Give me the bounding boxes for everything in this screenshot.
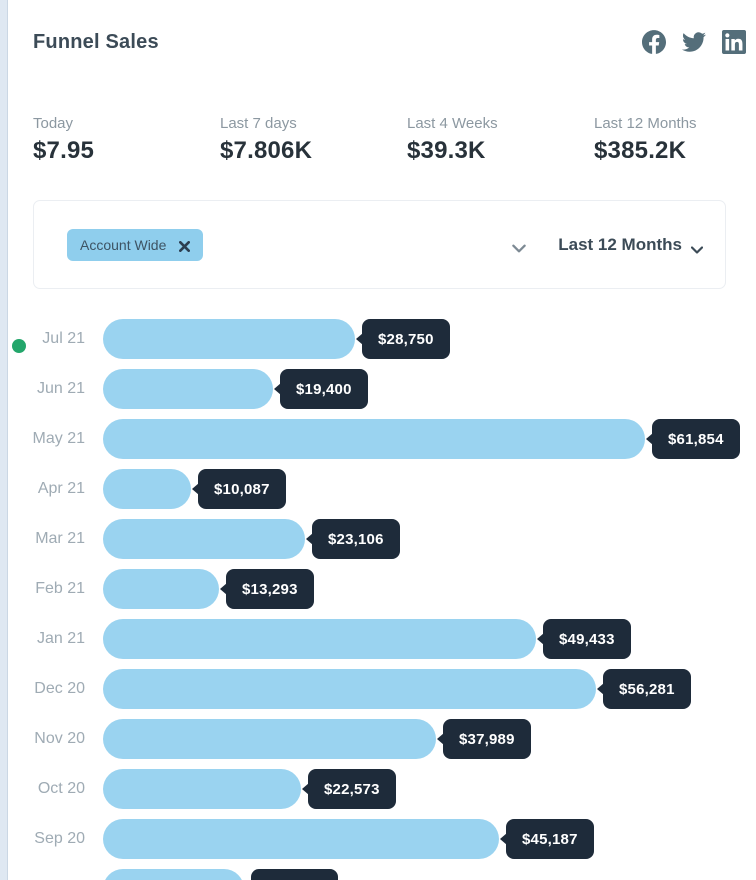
chart-row: Jul 21 $28,750 <box>8 314 756 364</box>
chart-row: Dec 20 $56,281 <box>8 664 756 714</box>
chart-row: Jun 21 $19,400 <box>8 364 756 414</box>
chart-row: Mar 21 $23,106 <box>8 514 756 564</box>
stat-label: Last 7 days <box>220 115 297 132</box>
stat-value: $7.95 <box>33 137 95 164</box>
bar[interactable] <box>103 369 273 409</box>
month-label: Oct 20 <box>37 780 85 797</box>
status-dot-icon <box>12 339 26 353</box>
month-label: Sep 20 <box>34 830 85 847</box>
value-tooltip: $28,750 <box>362 319 450 359</box>
chart-row: Apr 21 $10,087 <box>8 464 756 514</box>
month-label: Apr 21 <box>37 480 85 497</box>
period-selector-value: Last 12 Months <box>558 234 682 254</box>
value-tooltip <box>251 869 338 880</box>
chart-row: Jan 21 $49,433 <box>8 614 756 664</box>
month-label: May 21 <box>32 430 85 447</box>
chart-row: May 21 $61,854 <box>8 414 756 464</box>
month-label: Jun 21 <box>36 380 85 397</box>
filter-chip-account-wide[interactable]: Account Wide <box>67 228 204 261</box>
bar[interactable] <box>103 419 645 459</box>
period-selector[interactable]: Last 12 Months <box>558 234 704 255</box>
chart-row: Sep 20 $45,187 <box>8 814 756 864</box>
value-tooltip: $13,293 <box>226 569 314 609</box>
stat-label: Last 12 Months <box>594 115 697 132</box>
stat-label: Today <box>33 115 74 132</box>
value-tooltip: $61,854 <box>652 419 740 459</box>
bar[interactable] <box>103 719 436 759</box>
month-label: Jan 21 <box>36 630 85 647</box>
chevron-down-icon[interactable] <box>512 240 526 253</box>
chart: Jul 21 $28,750 Jun 21 $19,400 May 21 $61,854 A… <box>8 314 756 880</box>
bar[interactable] <box>103 569 219 609</box>
month-label: Jul 21 <box>42 330 85 347</box>
x-icon[interactable] <box>179 239 191 252</box>
stats-row: Today $7.95 Last 7 days $7.806K Last 4 W… <box>33 115 756 165</box>
stat-last-7-days: Last 7 days $7.806K <box>220 115 407 165</box>
facebook-icon[interactable] <box>642 30 666 54</box>
linkedin-icon[interactable] <box>722 30 746 54</box>
card-header: Funnel Sales <box>33 30 746 54</box>
value-tooltip: $56,281 <box>603 669 691 709</box>
twitter-icon[interactable] <box>682 30 706 54</box>
chevron-down-icon <box>690 241 704 254</box>
chart-row-partial <box>8 864 756 880</box>
stat-value: $39.3K <box>407 137 486 164</box>
value-tooltip: $22,573 <box>308 769 396 809</box>
month-label: Mar 21 <box>35 530 85 547</box>
stat-value: $7.806K <box>220 137 313 164</box>
stat-value: $385.2K <box>594 137 687 164</box>
funnel-sales-card: Funnel Sales Today $7.95 Last 7 days $7.… <box>8 0 756 880</box>
page-title: Funnel Sales <box>33 30 159 53</box>
stat-last-12-months: Last 12 Months $385.2K <box>594 115 756 165</box>
social-icons <box>642 30 746 54</box>
value-tooltip: $10,087 <box>198 469 286 509</box>
bar[interactable] <box>103 319 355 359</box>
chart-row: Oct 20 $22,573 <box>8 764 756 814</box>
value-tooltip: $49,433 <box>543 619 631 659</box>
bar[interactable] <box>103 519 305 559</box>
bar[interactable] <box>103 869 244 880</box>
value-tooltip: $19,400 <box>280 369 368 409</box>
chart-row: Nov 20 $37,989 <box>8 714 756 764</box>
month-label: Dec 20 <box>34 680 85 697</box>
filter-bar: Account Wide Last 12 Months <box>33 200 726 289</box>
bar[interactable] <box>103 469 191 509</box>
bar[interactable] <box>103 669 596 709</box>
stat-today: Today $7.95 <box>33 115 220 165</box>
chip-label: Account Wide <box>80 236 167 253</box>
value-tooltip: $37,989 <box>443 719 531 759</box>
month-label: Nov 20 <box>34 730 85 747</box>
chart-row: Feb 21 $13,293 <box>8 564 756 614</box>
bar[interactable] <box>103 619 536 659</box>
stat-label: Last 4 Weeks <box>407 115 498 132</box>
bar[interactable] <box>103 819 499 859</box>
value-tooltip: $23,106 <box>312 519 400 559</box>
stat-last-4-weeks: Last 4 Weeks $39.3K <box>407 115 594 165</box>
bar[interactable] <box>103 769 301 809</box>
value-tooltip: $45,187 <box>506 819 594 859</box>
month-label: Feb 21 <box>35 580 85 597</box>
